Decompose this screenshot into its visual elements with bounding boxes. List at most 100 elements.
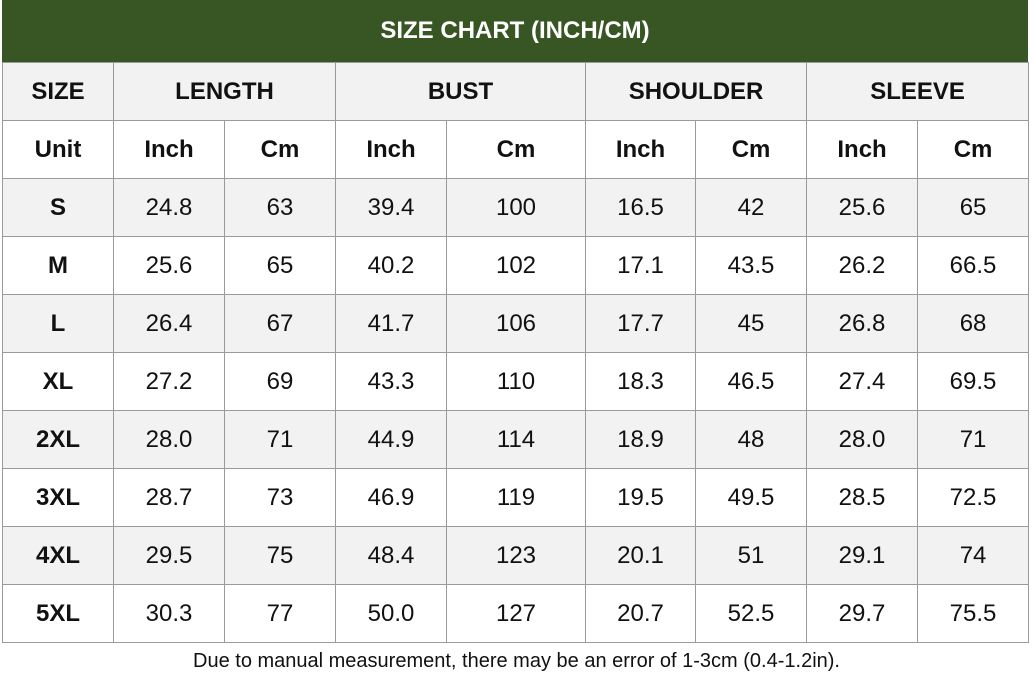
- cell: Inch: [335, 120, 448, 179]
- cell: 25.6: [113, 236, 225, 295]
- cell: 114: [446, 410, 587, 469]
- cell: BUST: [335, 62, 587, 121]
- cell: LENGTH: [112, 62, 337, 121]
- cell: 65: [223, 236, 337, 295]
- cell: Inch: [113, 120, 225, 179]
- cell: 26.2: [806, 236, 919, 295]
- cell: 72.5: [917, 468, 1030, 527]
- cell: SHOULDER: [585, 62, 808, 121]
- cell: 43.3: [335, 352, 448, 411]
- cell: 45: [695, 294, 808, 353]
- cell: 42: [695, 178, 808, 237]
- cell: 3XL: [2, 468, 114, 527]
- cell: 28.7: [113, 468, 225, 527]
- cell: Cm: [917, 120, 1030, 179]
- cell: 51: [695, 526, 808, 585]
- cell: 77: [223, 584, 337, 643]
- cell: S: [2, 178, 114, 237]
- cell: Inch: [585, 120, 697, 179]
- cell: 50.0: [335, 584, 448, 643]
- cell: L: [2, 294, 114, 353]
- cell: 41.7: [335, 294, 448, 353]
- cell: 26.4: [113, 294, 225, 353]
- cell: 49.5: [695, 468, 808, 527]
- cell: 110: [446, 352, 587, 411]
- cell: 29.5: [113, 526, 225, 585]
- cell: 17.1: [585, 236, 697, 295]
- cell: 74: [917, 526, 1030, 585]
- header-row: SIZE LENGTH BUST SHOULDER SLEEVE: [2, 62, 1030, 121]
- data-row: 3XL 28.7 73 46.9 119 19.5 49.5 28.5 72.5: [2, 468, 1030, 527]
- data-row: 2XL 28.0 71 44.9 114 18.9 48 28.0 71: [2, 410, 1030, 469]
- cell: 26.8: [806, 294, 919, 353]
- footnote: Due to manual measurement, there may be …: [193, 650, 840, 672]
- cell: 25.6: [806, 178, 919, 237]
- cell: 20.7: [585, 584, 697, 643]
- cell: 102: [446, 236, 587, 295]
- cell: 69.5: [917, 352, 1030, 411]
- cell: 68: [917, 294, 1030, 353]
- cell: 100: [446, 178, 587, 237]
- cell: 69: [223, 352, 337, 411]
- cell: 106: [446, 294, 587, 353]
- cell: 28.5: [806, 468, 919, 527]
- cell: 28.0: [806, 410, 919, 469]
- cell: Cm: [223, 120, 337, 179]
- size-table: SIZE LENGTH BUST SHOULDER SLEEVE Unit Inch Cm In…: [2, 62, 1030, 643]
- cell: 5XL: [2, 584, 114, 643]
- cell: 46.9: [335, 468, 448, 527]
- cell: 18.3: [585, 352, 697, 411]
- cell: 27.2: [113, 352, 225, 411]
- cell: Unit: [2, 120, 114, 179]
- cell: 2XL: [2, 410, 114, 469]
- data-row: 4XL 29.5 75 48.4 123 20.1 51 29.1 74: [2, 526, 1030, 585]
- cell: 43.5: [695, 236, 808, 295]
- cell: 39.4: [335, 178, 448, 237]
- data-row: L 26.4 67 41.7 106 17.7 45 26.8 68: [2, 294, 1030, 353]
- cell: 46.5: [695, 352, 808, 411]
- cell: 48: [695, 410, 808, 469]
- cell: 123: [446, 526, 587, 585]
- cell: 28.0: [113, 410, 225, 469]
- cell: 75: [223, 526, 337, 585]
- data-row: M 25.6 65 40.2 102 17.1 43.5 26.2 66.5: [2, 236, 1030, 295]
- cell: 65: [917, 178, 1030, 237]
- cell: SLEEVE: [806, 62, 1030, 121]
- cell: 40.2: [335, 236, 448, 295]
- cell: 4XL: [2, 526, 114, 585]
- cell: 75.5: [917, 584, 1030, 643]
- cell: Inch: [806, 120, 919, 179]
- cell: 19.5: [585, 468, 697, 527]
- cell: 119: [446, 468, 587, 527]
- cell: 20.1: [585, 526, 697, 585]
- cell: 67: [223, 294, 337, 353]
- data-row: XL 27.2 69 43.3 110 18.3 46.5 27.4 69.5: [2, 352, 1030, 411]
- table-title: SIZE CHART (INCH/CM): [2, 0, 1028, 62]
- cell: 71: [223, 410, 337, 469]
- cell: 29.7: [806, 584, 919, 643]
- cell: 66.5: [917, 236, 1030, 295]
- cell: 29.1: [806, 526, 919, 585]
- cell: 73: [223, 468, 337, 527]
- cell: 18.9: [585, 410, 697, 469]
- cell: 48.4: [335, 526, 448, 585]
- cell: 44.9: [335, 410, 448, 469]
- cell: Cm: [695, 120, 808, 179]
- cell: 52.5: [695, 584, 808, 643]
- cell: 17.7: [585, 294, 697, 353]
- data-row: S 24.8 63 39.4 100 16.5 42 25.6 65: [2, 178, 1030, 237]
- cell: 63: [223, 178, 337, 237]
- cell: 30.3: [113, 584, 225, 643]
- cell: XL: [2, 352, 114, 411]
- cell: 16.5: [585, 178, 697, 237]
- cell: 127: [446, 584, 587, 643]
- cell: 71: [917, 410, 1030, 469]
- cell: M: [2, 236, 114, 295]
- cell: 27.4: [806, 352, 919, 411]
- unit-row: Unit Inch Cm Inch Cm Inch Cm Inch Cm: [2, 120, 1030, 179]
- cell: SIZE: [2, 62, 114, 121]
- cell: Cm: [446, 120, 587, 179]
- data-row: 5XL 30.3 77 50.0 127 20.7 52.5 29.7 75.5: [2, 584, 1030, 643]
- cell: 24.8: [113, 178, 225, 237]
